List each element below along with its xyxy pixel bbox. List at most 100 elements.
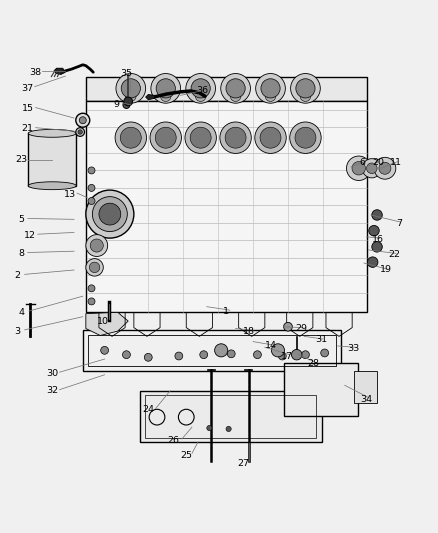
Circle shape [123, 101, 130, 108]
Circle shape [86, 259, 103, 276]
Text: 34: 34 [360, 395, 373, 404]
Text: 26: 26 [167, 436, 179, 445]
Circle shape [88, 285, 95, 292]
Circle shape [120, 127, 141, 148]
Circle shape [301, 351, 309, 359]
Circle shape [279, 352, 286, 360]
Circle shape [225, 127, 246, 148]
Text: 23: 23 [16, 155, 28, 164]
Circle shape [379, 162, 391, 174]
Circle shape [352, 161, 365, 175]
Circle shape [151, 74, 180, 103]
Circle shape [200, 351, 208, 359]
Circle shape [230, 91, 241, 101]
Text: 35: 35 [120, 69, 133, 78]
Circle shape [256, 74, 286, 103]
Text: 29: 29 [295, 324, 307, 333]
Circle shape [123, 351, 131, 359]
Text: 7: 7 [396, 219, 402, 228]
Polygon shape [86, 312, 128, 335]
Circle shape [284, 322, 292, 331]
Text: 19: 19 [380, 265, 392, 274]
Circle shape [78, 130, 82, 134]
Polygon shape [28, 133, 76, 185]
Circle shape [86, 190, 134, 238]
Circle shape [115, 122, 147, 154]
Circle shape [207, 425, 212, 431]
Polygon shape [140, 391, 321, 442]
Text: 28: 28 [307, 359, 319, 368]
Circle shape [92, 197, 127, 231]
Circle shape [99, 203, 121, 225]
Text: 38: 38 [29, 68, 42, 77]
Text: 32: 32 [46, 386, 58, 395]
Text: 17: 17 [281, 351, 293, 360]
Circle shape [150, 122, 181, 154]
Text: 16: 16 [372, 235, 385, 244]
Circle shape [296, 79, 315, 98]
Circle shape [145, 353, 152, 361]
Circle shape [160, 91, 171, 101]
Text: 10: 10 [97, 317, 110, 326]
Circle shape [79, 117, 86, 124]
Circle shape [89, 262, 100, 272]
Circle shape [126, 91, 136, 101]
Circle shape [190, 127, 211, 148]
Circle shape [221, 74, 251, 103]
Text: 14: 14 [265, 342, 276, 351]
Circle shape [86, 235, 108, 256]
Circle shape [369, 225, 379, 236]
Ellipse shape [28, 182, 76, 190]
Circle shape [76, 128, 85, 136]
Circle shape [300, 91, 311, 101]
Circle shape [272, 344, 285, 357]
Polygon shape [86, 101, 367, 312]
Circle shape [290, 122, 321, 154]
Circle shape [185, 122, 216, 154]
Circle shape [101, 346, 109, 354]
Text: 5: 5 [19, 215, 25, 224]
Polygon shape [83, 330, 341, 372]
Circle shape [374, 157, 396, 179]
Polygon shape [284, 364, 358, 416]
Circle shape [291, 350, 302, 360]
Polygon shape [54, 68, 65, 75]
Text: 33: 33 [347, 344, 360, 353]
Text: 22: 22 [389, 250, 400, 259]
Ellipse shape [28, 130, 76, 138]
Circle shape [88, 298, 95, 305]
Circle shape [90, 239, 103, 252]
Circle shape [321, 349, 328, 357]
Text: 13: 13 [64, 190, 76, 199]
Text: 2: 2 [14, 271, 20, 280]
Circle shape [88, 167, 95, 174]
Circle shape [186, 74, 215, 103]
Polygon shape [146, 94, 154, 100]
Circle shape [76, 113, 90, 127]
Circle shape [367, 163, 377, 174]
Circle shape [346, 156, 371, 181]
Circle shape [372, 210, 382, 220]
Circle shape [195, 91, 206, 101]
Text: 18: 18 [243, 327, 254, 336]
Circle shape [362, 159, 381, 178]
Text: 12: 12 [25, 231, 36, 239]
Circle shape [175, 352, 183, 360]
Circle shape [290, 74, 320, 103]
Circle shape [295, 127, 316, 148]
Circle shape [255, 122, 286, 154]
Polygon shape [354, 372, 378, 403]
Circle shape [88, 184, 95, 191]
Text: 11: 11 [390, 158, 402, 167]
Text: 37: 37 [22, 84, 34, 93]
Text: 36: 36 [196, 86, 208, 95]
Circle shape [121, 79, 141, 98]
Text: 9: 9 [113, 100, 120, 109]
Circle shape [88, 198, 95, 205]
Text: 6: 6 [359, 158, 365, 167]
Text: 8: 8 [19, 249, 25, 258]
Circle shape [155, 127, 176, 148]
Text: 3: 3 [14, 327, 20, 336]
Circle shape [116, 74, 146, 103]
Circle shape [367, 257, 378, 268]
